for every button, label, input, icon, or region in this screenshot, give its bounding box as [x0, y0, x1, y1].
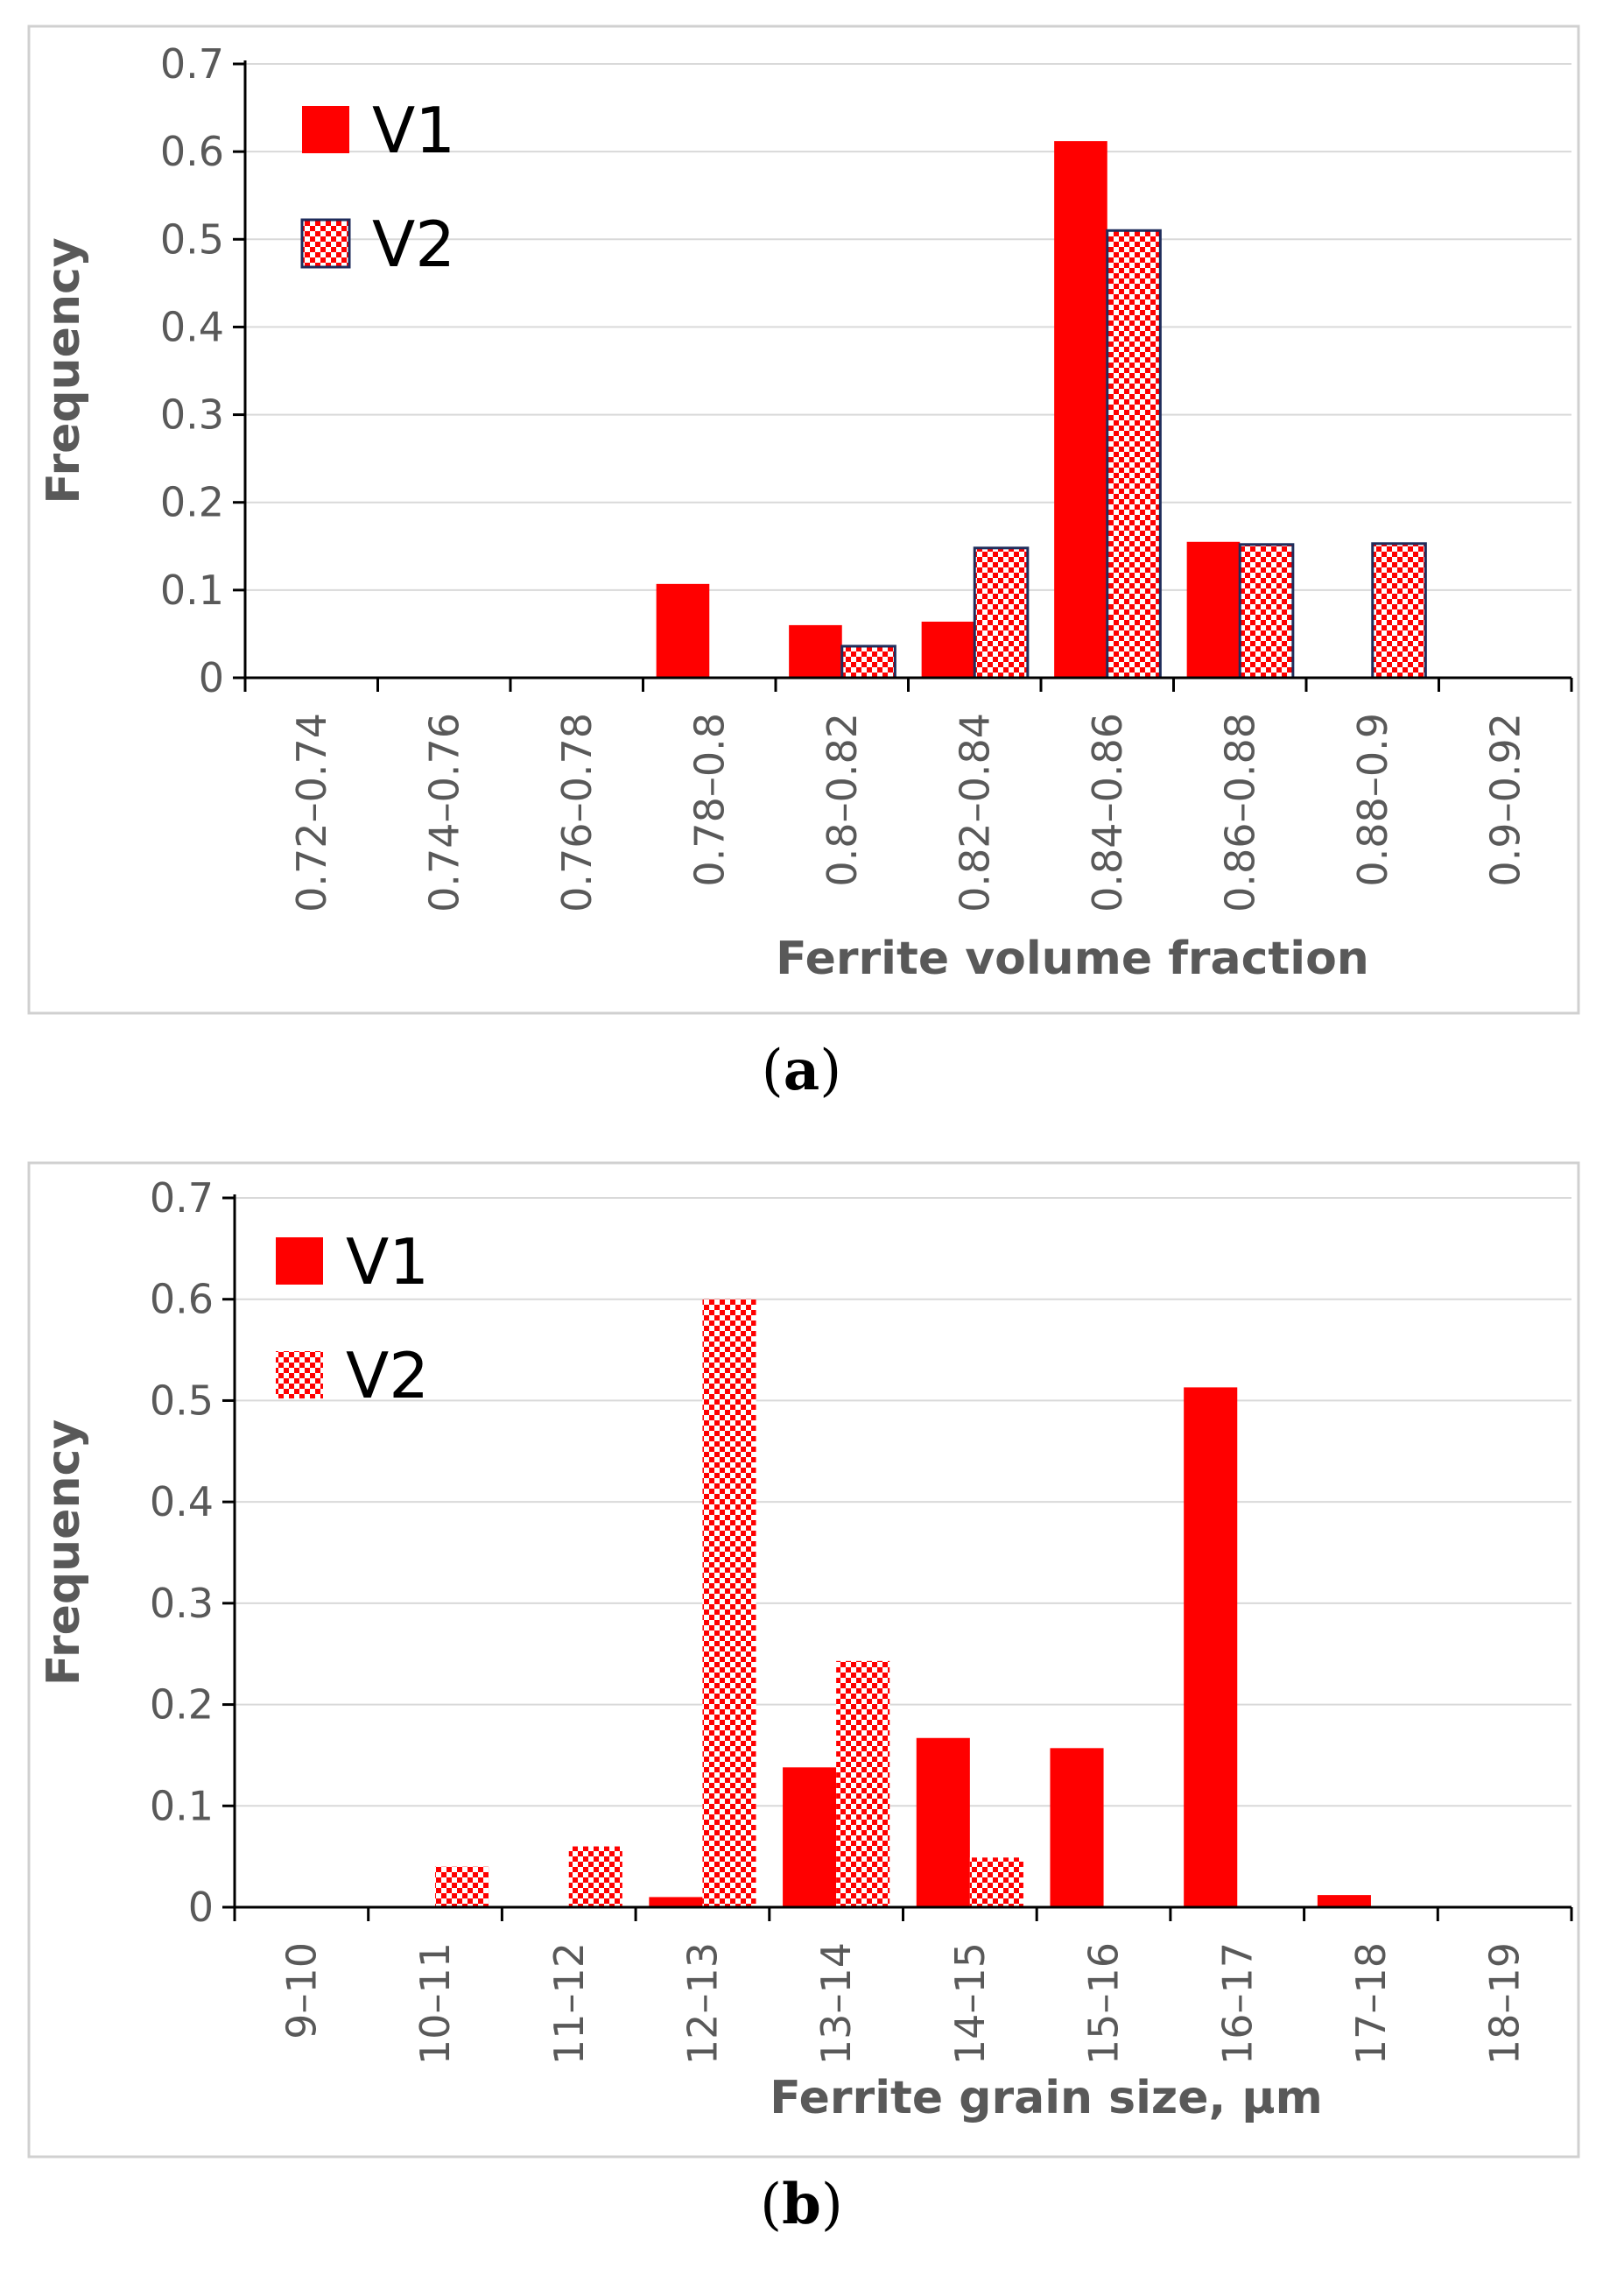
chart-a-xtick-label: 0.88–0.9 — [1349, 713, 1396, 887]
chart-a-ytick-label: 0.7 — [160, 40, 224, 88]
chart-a-bar-v1 — [1186, 541, 1241, 678]
chart-a-legend-swatch-v1 — [302, 106, 349, 153]
chart-b-xtick-label: 14–15 — [946, 1942, 994, 2065]
chart-b-xtick-label: 11–12 — [545, 1942, 593, 2065]
chart-b-ytick-label: 0.3 — [150, 1580, 214, 1627]
chart-b-bar-v1 — [1317, 1895, 1371, 1907]
chart-a-ytick-label: 0.6 — [160, 128, 224, 175]
chart-a-frame — [27, 25, 1580, 1015]
chart-a-bar-v2 — [840, 644, 896, 680]
chart-a-ytick-label: 0.4 — [160, 303, 224, 350]
chart-b-ytick-label: 0.5 — [150, 1377, 214, 1424]
chart-a-ytick-label: 0.3 — [160, 391, 224, 439]
chart-b: 0 0.1 0.2 0.3 0.4 0.5 0.6 0.7 9–10 10–11 11–12 12–1… — [27, 1161, 1580, 2159]
caption-b-label: b — [782, 2172, 821, 2237]
chart-b-legend-swatch-v1 — [276, 1237, 323, 1285]
chart-a-ytick-label: 0.2 — [160, 479, 224, 526]
chart-a-bar-v1 — [921, 621, 975, 678]
chart-b-ytick-label: 0.1 — [150, 1782, 214, 1829]
chart-a-ylabel: Frequency — [38, 237, 90, 504]
chart-a-bar-v2 — [973, 546, 1030, 680]
chart-b-frame — [27, 1161, 1580, 2159]
chart-a-legend-swatch-v2 — [300, 218, 351, 269]
chart-a-xtick-label: 0.72–0.74 — [288, 713, 335, 912]
chart-a-bar-v2 — [1238, 543, 1295, 680]
chart-b-bar-v1 — [649, 1897, 703, 1907]
chart-a-bar-v1 — [1054, 141, 1107, 678]
chart-a-xtick-label: 0.78–0.8 — [685, 713, 733, 887]
chart-a-xtick-label: 0.74–0.76 — [420, 713, 468, 912]
chart-b-bar-v2 — [836, 1660, 890, 1907]
chart-a-xtick-label: 0.9–0.92 — [1481, 713, 1529, 887]
chart-a-legend-label-v1: V1 — [372, 94, 455, 167]
chart-a-xtick-label: 0.86–0.88 — [1216, 713, 1263, 912]
chart-b-ytick-label: 0.4 — [150, 1478, 214, 1525]
chart-b-bar-v2 — [702, 1299, 756, 1907]
chart-a-xtick-label: 0.76–0.78 — [553, 713, 601, 912]
chart-a-ytick-label: 0 — [199, 654, 224, 701]
chart-panel-a: 0 0.1 0.2 0.3 0.4 0.5 0.6 0.7 0.72–0.74 0.74–0.76… — [0, 0, 1603, 1130]
chart-b-xtick-label: 12–13 — [678, 1942, 726, 2065]
chart-a-xtick-label: 0.84–0.86 — [1084, 713, 1131, 912]
chart-a-legend-label-v2: V2 — [372, 208, 455, 281]
chart-b-ytick-label: 0.2 — [150, 1681, 214, 1729]
chart-a: 0 0.1 0.2 0.3 0.4 0.5 0.6 0.7 0.72–0.74 0.74–0.76… — [27, 25, 1580, 1015]
caption-a: (a) — [761, 1038, 842, 1103]
chart-b-ytick-label: 0 — [188, 1884, 214, 1931]
chart-b-legend-label-v1: V1 — [346, 1225, 429, 1299]
chart-b-ytick-label: 0.6 — [150, 1276, 214, 1323]
chart-b-xtick-label: 9–10 — [278, 1942, 325, 2039]
chart-b-xtick-label: 18–19 — [1481, 1942, 1529, 2065]
chart-a-ytick-label: 0.5 — [160, 215, 224, 263]
chart-panel-b: 0 0.1 0.2 0.3 0.4 0.5 0.6 0.7 9–10 10–11 11–12 12–1… — [0, 1147, 1603, 2296]
chart-b-bar-v2 — [435, 1866, 489, 1907]
chart-a-ytick-label: 0.1 — [160, 567, 224, 614]
chart-b-xtick-label: 10–11 — [411, 1942, 459, 2065]
chart-a-bar-v2 — [1371, 542, 1427, 680]
chart-a-bar-v1 — [789, 624, 842, 678]
chart-a-bar-v1 — [656, 583, 710, 678]
chart-a-legend: V1 V2 — [300, 94, 455, 281]
chart-b-bar-v1 — [1184, 1387, 1238, 1907]
chart-b-bar-v1 — [783, 1767, 837, 1907]
chart-b-bar-v2 — [568, 1846, 622, 1907]
caption-a-label: a — [783, 1038, 820, 1103]
chart-b-ylabel: Frequency — [38, 1419, 90, 1686]
chart-a-xtick-label: 0.82–0.84 — [951, 713, 998, 912]
chart-b-xtick-label: 16–17 — [1213, 1942, 1261, 2065]
chart-a-xlabel: Ferrite volume fraction — [776, 933, 1369, 985]
chart-b-ytick-label: 0.7 — [150, 1174, 214, 1222]
chart-a-xtick-label: 0.8–0.82 — [819, 713, 866, 887]
chart-b-bar-v1 — [1050, 1748, 1104, 1907]
chart-b-legend-swatch-v2 — [276, 1351, 323, 1398]
chart-b-legend-label-v2: V2 — [346, 1339, 429, 1412]
chart-b-xtick-label: 15–16 — [1080, 1942, 1128, 2065]
chart-b-bar-v1 — [916, 1737, 970, 1907]
chart-b-xlabel: Ferrite grain size, μm — [770, 2072, 1323, 2124]
chart-b-legend: V1 V2 — [276, 1225, 429, 1412]
chart-b-bar-v2 — [969, 1857, 1023, 1907]
caption-b: (b) — [760, 2172, 843, 2237]
chart-b-xtick-label: 13–14 — [812, 1942, 860, 2065]
chart-b-xtick-label: 17–18 — [1347, 1942, 1395, 2065]
chart-a-bar-v2 — [1106, 229, 1162, 680]
